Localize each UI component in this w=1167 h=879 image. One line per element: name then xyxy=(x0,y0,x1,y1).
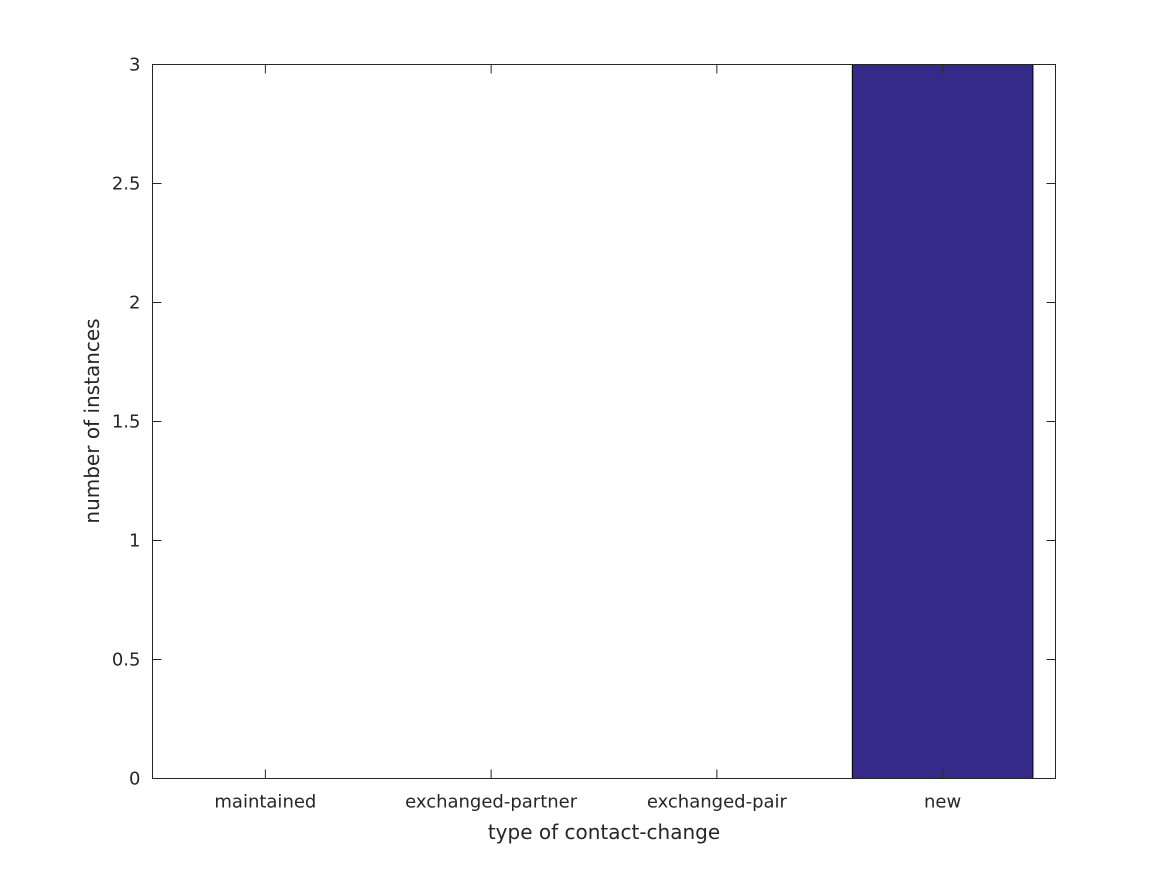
y-tick-label: 1.5 xyxy=(112,412,141,433)
y-tick-label: 0.5 xyxy=(112,650,141,671)
y-tick-label: 3 xyxy=(129,55,140,76)
y-tick-label: 0 xyxy=(129,769,140,790)
bar-new xyxy=(851,64,1034,779)
y-tick-label: 2 xyxy=(129,293,140,314)
y-tick-label: 2.5 xyxy=(112,174,141,195)
x-axis-label: type of contact-change xyxy=(488,820,720,844)
x-tick-label: maintained xyxy=(214,792,316,813)
x-tick-label: exchanged-partner xyxy=(405,792,578,813)
y-axis-label: number of instances xyxy=(80,318,104,523)
y-tick-label: 1 xyxy=(129,531,140,552)
x-tick-label: new xyxy=(924,792,961,813)
x-tick-label: exchanged-pair xyxy=(647,792,788,813)
